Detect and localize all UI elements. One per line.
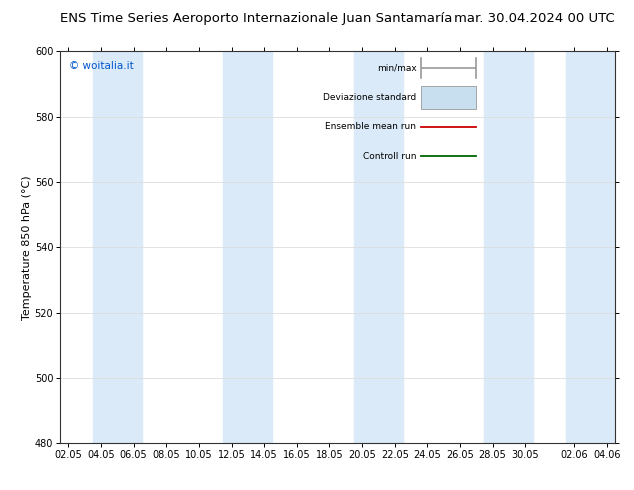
Text: Controll run: Controll run bbox=[363, 152, 417, 161]
Bar bbox=[566, 51, 615, 443]
Bar bbox=[354, 51, 403, 443]
Text: ENS Time Series Aeroporto Internazionale Juan Santamaría: ENS Time Series Aeroporto Internazionale… bbox=[60, 12, 453, 25]
Text: mar. 30.04.2024 00 UTC: mar. 30.04.2024 00 UTC bbox=[454, 12, 615, 25]
Text: Deviazione standard: Deviazione standard bbox=[323, 93, 417, 102]
Bar bbox=[223, 51, 273, 443]
Bar bbox=[484, 51, 533, 443]
Bar bbox=[93, 51, 142, 443]
Text: Ensemble mean run: Ensemble mean run bbox=[325, 122, 417, 131]
Y-axis label: Temperature 850 hPa (°C): Temperature 850 hPa (°C) bbox=[22, 175, 32, 320]
Text: min/max: min/max bbox=[377, 64, 417, 73]
Bar bbox=[421, 86, 476, 109]
Text: © woitalia.it: © woitalia.it bbox=[68, 61, 133, 71]
